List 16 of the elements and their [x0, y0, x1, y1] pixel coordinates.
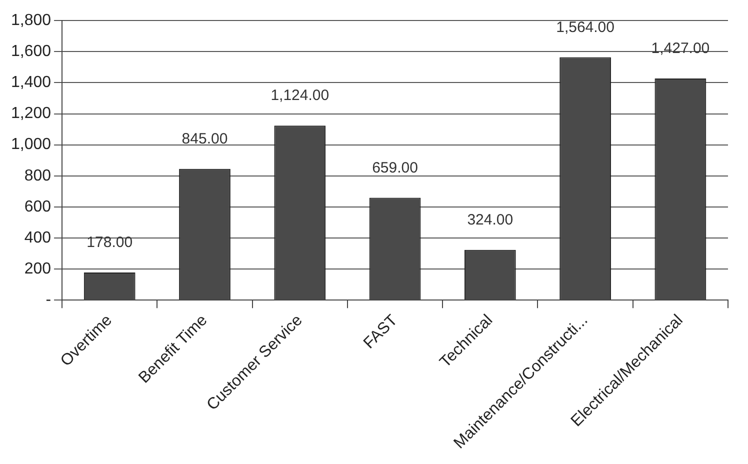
y-tick-label: 600: [24, 198, 52, 216]
y-tick-label: 1,600: [10, 43, 52, 60]
data-label: 1,564.00: [556, 18, 614, 36]
y-tick-label: 400: [24, 229, 52, 246]
data-label: 324.00: [467, 211, 514, 228]
y-tick-label: -: [46, 292, 52, 309]
y-tick-label: 1,800: [10, 12, 52, 30]
data-label: 659.00: [372, 159, 418, 176]
data-label: 178.00: [86, 234, 133, 252]
y-tick-label: 200: [24, 260, 52, 278]
y-tick-label: 1,000: [10, 136, 52, 154]
data-label: 1,124.00: [270, 87, 330, 104]
data-label: 845.00: [182, 130, 228, 148]
y-tick-label: 800: [24, 167, 52, 184]
y-tick-label: 1,400: [10, 74, 52, 92]
y-tick-label: 1,200: [10, 105, 52, 122]
